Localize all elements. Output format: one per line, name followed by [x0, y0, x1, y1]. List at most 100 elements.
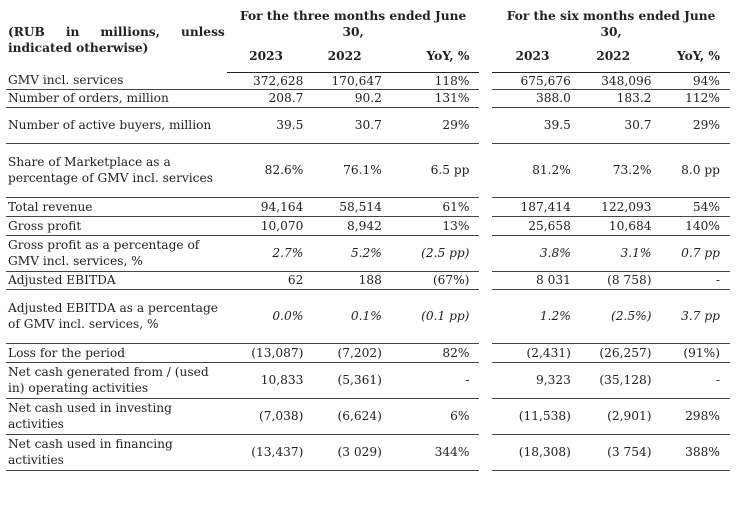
value-yoy-h: 298% — [653, 398, 730, 435]
value-2023-q: 62 — [226, 271, 306, 290]
col-2023-q: 2023 — [226, 40, 306, 73]
value-2022-h: (8 758) — [572, 271, 654, 290]
col-2022-h: 2022 — [572, 40, 654, 73]
row-label: Adjusted EBITDA — [6, 271, 227, 290]
value-yoy-h: 94% — [653, 72, 730, 90]
value-2022-q: (3 029) — [305, 434, 384, 471]
gap — [479, 143, 492, 197]
value-2023-q: (13,437) — [226, 434, 306, 471]
value-yoy-q: 344% — [383, 434, 480, 471]
value-yoy-h: (91%) — [653, 343, 730, 363]
gap — [479, 398, 492, 434]
value-2022-q: (7,202) — [305, 343, 384, 363]
value-2022-q: 5.2% — [305, 235, 384, 272]
row-label: Share of Marketplace as a percentage of … — [6, 143, 227, 198]
value-2022-q: 76.1% — [305, 143, 384, 198]
value-2023-q: 2.7% — [226, 235, 306, 272]
value-2022-h: (2.5%) — [572, 289, 654, 344]
gap — [479, 362, 492, 398]
value-2023-h: (18,308) — [492, 434, 573, 471]
table-row: Number of orders, million 208.7 90.2 131% 38… — [6, 89, 730, 108]
value-yoy-q: 13% — [383, 216, 480, 236]
value-2023-h: 39.5 — [492, 107, 573, 144]
value-yoy-q: (0.1 pp) — [383, 289, 480, 344]
value-2022-q: 30.7 — [305, 107, 384, 144]
value-2022-q: 0.1% — [305, 289, 384, 344]
value-yoy-q: 131% — [383, 89, 480, 108]
value-yoy-q: (67%) — [383, 271, 480, 290]
value-2023-q: 82.6% — [226, 143, 306, 198]
value-2023-h: (11,538) — [492, 398, 573, 435]
value-2023-h: 187,414 — [492, 197, 573, 217]
value-2023-q: 208.7 — [226, 89, 306, 108]
value-yoy-h: 140% — [653, 216, 730, 236]
gap — [479, 107, 492, 143]
value-2022-h: (3 754) — [572, 434, 654, 471]
value-yoy-h: 0.7 pp — [653, 235, 730, 272]
gap — [479, 89, 492, 107]
value-yoy-h: - — [653, 271, 730, 290]
table-row: Gross profit as a percentage of GMV incl… — [6, 235, 730, 272]
row-label: Loss for the period — [6, 343, 227, 363]
value-yoy-h: 3.7 pp — [653, 289, 730, 344]
value-2022-h: 30.7 — [572, 107, 654, 144]
value-2023-h: 25,658 — [492, 216, 573, 236]
table-row: Adjusted EBITDA as a percentage of GMV i… — [6, 289, 730, 344]
row-label: GMV incl. services — [6, 72, 227, 90]
value-2023-q: 0.0% — [226, 289, 306, 344]
value-2023-h: 81.2% — [492, 143, 573, 198]
gap — [479, 343, 492, 362]
financial-table-container: (RUB in millions, unless indicated other… — [6, 0, 730, 471]
row-label: Gross profit as a percentage of GMV incl… — [6, 235, 227, 272]
table-row: Total revenue 94,164 58,514 61% 187,414 122,0… — [6, 197, 730, 217]
value-2022-h: 183.2 — [572, 89, 654, 108]
gap — [479, 216, 492, 235]
value-2022-h: 3.1% — [572, 235, 654, 272]
table-row: Net cash generated from / (used in) oper… — [6, 362, 730, 399]
table-row: Share of Marketplace as a percentage of … — [6, 143, 730, 198]
gap — [479, 197, 492, 216]
value-2022-h: (35,128) — [572, 362, 654, 399]
value-2023-q: (7,038) — [226, 398, 306, 435]
value-2023-h: 675,676 — [492, 72, 573, 90]
col-2023-h: 2023 — [492, 40, 573, 73]
table-row: Adjusted EBITDA 62 188 (67%) 8 031 (8 758) - — [6, 271, 730, 290]
row-label: Total revenue — [6, 197, 227, 217]
value-2023-q: 94,164 — [226, 197, 306, 217]
value-2022-q: 170,647 — [305, 72, 384, 90]
value-2022-q: 90.2 — [305, 89, 384, 108]
value-yoy-h: 54% — [653, 197, 730, 217]
table-row: Net cash used in financing activities (13… — [6, 434, 730, 471]
value-2022-q: 8,942 — [305, 216, 384, 236]
value-2022-h: (2,901) — [572, 398, 654, 435]
row-label: Number of orders, million — [6, 89, 227, 108]
value-2022-q: 188 — [305, 271, 384, 290]
gap — [479, 289, 492, 343]
value-2022-q: (6,624) — [305, 398, 384, 435]
table-row: Gross profit 10,070 8,942 13% 25,658 10,684 14… — [6, 216, 730, 236]
value-yoy-q: 82% — [383, 343, 480, 363]
col-yoy-h: YoY, % — [653, 40, 730, 73]
value-2022-q: (5,361) — [305, 362, 384, 399]
value-2023-h: 1.2% — [492, 289, 573, 344]
six-months-heading: For the six months ended June 30, — [506, 9, 716, 39]
financial-summary-table: (RUB in millions, unless indicated other… — [6, 0, 730, 471]
value-yoy-q: 29% — [383, 107, 480, 144]
gap — [479, 271, 492, 289]
value-yoy-q: 61% — [383, 197, 480, 217]
gap — [479, 72, 492, 89]
value-yoy-h: 112% — [653, 89, 730, 108]
value-2022-h: 122,093 — [572, 197, 654, 217]
value-yoy-h: 8.0 pp — [653, 143, 730, 198]
header-row-years: 2023 2022 YoY, % 2023 2022 YoY, % — [6, 40, 730, 73]
value-2023-h: 3.8% — [492, 235, 573, 272]
value-yoy-q: 6.5 pp — [383, 143, 480, 198]
value-yoy-h: - — [653, 362, 730, 399]
row-label: Adjusted EBITDA as a percentage of GMV i… — [6, 289, 227, 344]
value-yoy-q: 6% — [383, 398, 480, 435]
row-label: Number of active buyers, million — [6, 107, 227, 144]
table-row: GMV incl. services 372,628 170,647 118% 675,… — [6, 72, 730, 90]
value-2023-q: (13,087) — [226, 343, 306, 363]
table-row: Net cash used in investing activities (7,… — [6, 398, 730, 435]
value-2023-q: 10,833 — [226, 362, 306, 399]
